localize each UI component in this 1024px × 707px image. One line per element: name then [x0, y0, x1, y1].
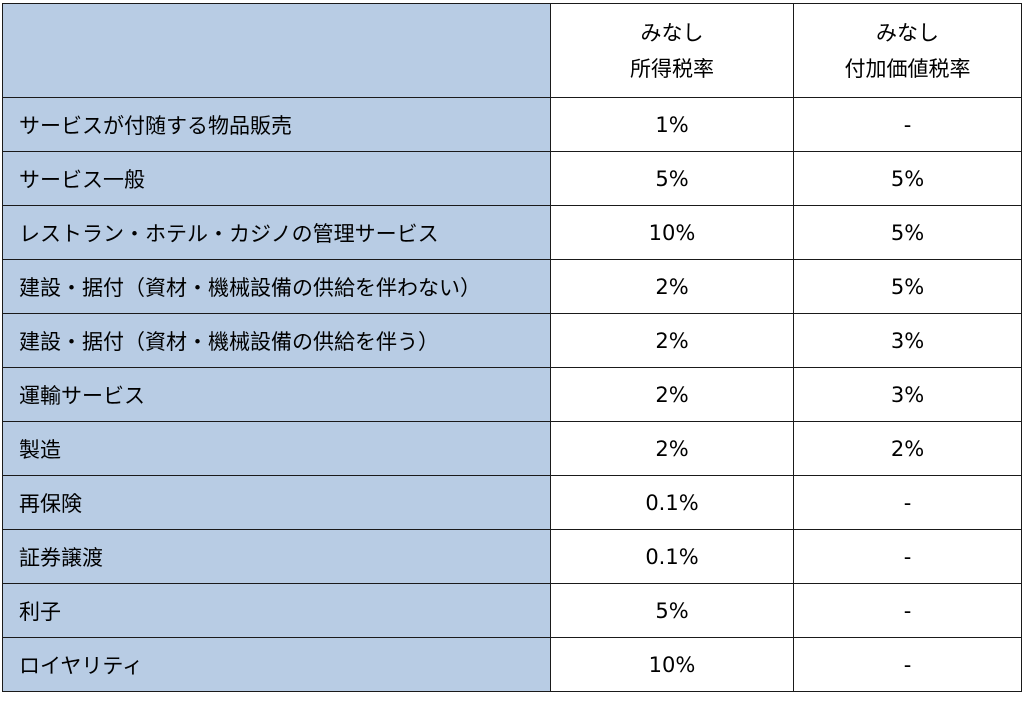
row-label: 建設・据付（資材・機械設備の供給を伴わない） — [2, 259, 551, 314]
header-vat-line-2: 付加価値税率 — [844, 56, 971, 81]
row-label: レストラン・ホテル・カジノの管理サービス — [2, 205, 551, 260]
vat-rate-cell: - — [793, 97, 1022, 152]
vat-rate-cell: - — [793, 529, 1022, 584]
income-tax-rate-cell: 2% — [550, 313, 794, 368]
table-row: 運輸サービス 2% 3% — [2, 367, 1022, 422]
income-tax-rate-cell: 10% — [550, 637, 794, 692]
table-row: 証券譲渡 0.1% - — [2, 529, 1022, 584]
table-row: 利子 5% - — [2, 583, 1022, 638]
income-tax-rate-cell: 1% — [550, 97, 794, 152]
table-body: サービスが付随する物品販売 1% - サービス一般 5% 5% レストラン・ホテ… — [2, 97, 1022, 692]
vat-rate-cell: - — [793, 637, 1022, 692]
income-tax-rate-cell: 2% — [550, 421, 794, 476]
deemed-tax-rate-table: みなし 所得税率 みなし 付加価値税率 サービスが付随する物品販売 1% - サ… — [2, 3, 1022, 692]
row-label: 利子 — [2, 583, 551, 638]
table-row: ロイヤリティ 10% - — [2, 637, 1022, 692]
vat-rate-cell: 3% — [793, 313, 1022, 368]
table-row: サービス一般 5% 5% — [2, 151, 1022, 206]
table-row: レストラン・ホテル・カジノの管理サービス 10% 5% — [2, 205, 1022, 260]
vat-rate-cell: 5% — [793, 205, 1022, 260]
row-label: ロイヤリティ — [2, 637, 551, 692]
income-tax-rate-cell: 5% — [550, 151, 794, 206]
header-income-tax-rate: みなし 所得税率 — [550, 3, 794, 98]
row-label: 建設・据付（資材・機械設備の供給を伴う） — [2, 313, 551, 368]
row-label: 運輸サービス — [2, 367, 551, 422]
row-label: 再保険 — [2, 475, 551, 530]
income-tax-rate-cell: 0.1% — [550, 529, 794, 584]
vat-rate-cell: 5% — [793, 151, 1022, 206]
income-tax-rate-cell: 10% — [550, 205, 794, 260]
income-tax-rate-cell: 0.1% — [550, 475, 794, 530]
income-tax-rate-cell: 2% — [550, 367, 794, 422]
header-vat-line-1: みなし — [876, 20, 939, 45]
vat-rate-cell: - — [793, 475, 1022, 530]
header-row: みなし 所得税率 みなし 付加価値税率 — [2, 3, 1022, 98]
header-income-tax-line-1: みなし — [640, 20, 704, 45]
header-vat-rate: みなし 付加価値税率 — [793, 3, 1022, 98]
header-corner-cell — [2, 3, 551, 98]
vat-rate-cell: 3% — [793, 367, 1022, 422]
income-tax-rate-cell: 2% — [550, 259, 794, 314]
table-row: 製造 2% 2% — [2, 421, 1022, 476]
row-label: サービスが付随する物品販売 — [2, 97, 551, 152]
table-header: みなし 所得税率 みなし 付加価値税率 — [2, 3, 1022, 98]
vat-rate-cell: - — [793, 583, 1022, 638]
income-tax-rate-cell: 5% — [550, 583, 794, 638]
row-label: サービス一般 — [2, 151, 551, 206]
row-label: 製造 — [2, 421, 551, 476]
table-row: サービスが付随する物品販売 1% - — [2, 97, 1022, 152]
table-row: 再保険 0.1% - — [2, 475, 1022, 530]
table-row: 建設・据付（資材・機械設備の供給を伴わない） 2% 5% — [2, 259, 1022, 314]
vat-rate-cell: 2% — [793, 421, 1022, 476]
vat-rate-cell: 5% — [793, 259, 1022, 314]
row-label: 証券譲渡 — [2, 529, 551, 584]
header-income-tax-line-2: 所得税率 — [630, 56, 714, 81]
table-row: 建設・据付（資材・機械設備の供給を伴う） 2% 3% — [2, 313, 1022, 368]
